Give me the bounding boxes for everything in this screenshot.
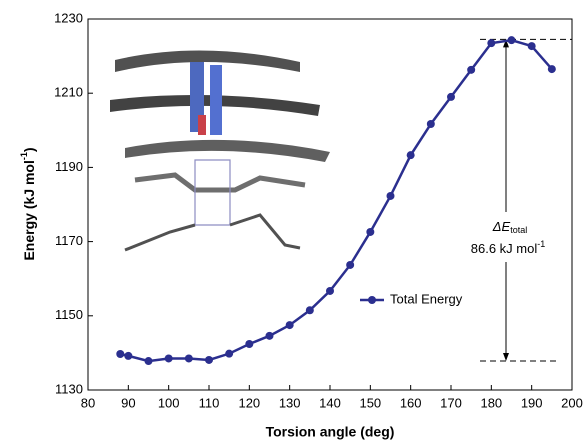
data-point [528, 42, 536, 50]
legend-label: Total Energy [390, 291, 463, 306]
data-point [467, 66, 475, 74]
x-tick-label: 130 [279, 395, 301, 410]
y-tick-label: 1230 [54, 10, 83, 25]
annotation: 86.6 kJ mol-1 [471, 239, 546, 256]
y-tick-label: 1130 [55, 381, 83, 396]
data-point [165, 354, 173, 362]
y-tick-label: 1190 [55, 159, 83, 174]
x-tick-label: 190 [521, 395, 543, 410]
plot-frame [88, 19, 572, 390]
x-tick-label: 110 [199, 395, 220, 410]
y-tick-label: 1150 [55, 307, 83, 322]
data-point [508, 36, 516, 44]
data-point [185, 354, 193, 362]
arrow-head [503, 353, 509, 361]
x-tick-label: 90 [121, 395, 135, 410]
series-line [120, 40, 552, 361]
x-tick-label: 150 [359, 395, 381, 410]
x-tick-label: 140 [319, 395, 341, 410]
data-point [326, 287, 334, 295]
molecule-stack [198, 115, 206, 135]
data-point [387, 192, 395, 200]
y-axis-title-part: Energy (kJ mol [21, 160, 37, 260]
annotation-sub: total [510, 225, 527, 235]
data-point [548, 65, 556, 73]
annotation-part: ΔE [492, 219, 511, 234]
molecule-bonds [125, 215, 300, 250]
y-axis-title-part: ) [21, 147, 37, 152]
x-tick-label: 100 [158, 395, 180, 410]
x-tick-label: 180 [480, 395, 502, 410]
molecule-inset [110, 50, 330, 250]
molecule-bonds [135, 175, 305, 190]
y-axis-title: Energy (kJ mol-1) [19, 147, 36, 260]
y-axis-title-sup: -1 [19, 152, 29, 160]
x-axis-title: Torsion angle (deg) [266, 424, 395, 440]
x-tick-label: 170 [440, 395, 462, 410]
data-point [124, 352, 132, 360]
annotation-sup: -1 [537, 239, 545, 249]
data-point [487, 39, 495, 47]
chart: Torsion angle (deg) Energy (kJ mol-1) ΔE… [0, 0, 585, 443]
data-point [205, 356, 213, 364]
y-tick-label: 1210 [54, 85, 83, 100]
x-tick-label: 160 [400, 395, 422, 410]
legend-marker [368, 296, 376, 304]
x-tick-label: 120 [238, 395, 260, 410]
data-point [245, 340, 253, 348]
data-point [286, 321, 294, 329]
annotation: ΔEtotal [492, 219, 527, 235]
data-point [366, 228, 374, 236]
data-point [427, 120, 435, 128]
annotation-part: 86.6 kJ mol [471, 241, 538, 256]
y-tick-label: 1170 [55, 233, 83, 248]
data-point [447, 93, 455, 101]
data-point [306, 306, 314, 314]
data-point [116, 350, 124, 358]
x-tick-label: 80 [81, 395, 95, 410]
data-point [346, 261, 354, 269]
data-point [266, 332, 274, 340]
data-point [225, 350, 233, 358]
data-point [145, 357, 153, 365]
molecule-layer [125, 140, 330, 162]
x-tick-label: 200 [561, 395, 583, 410]
molecule-stack [210, 65, 222, 135]
molecule-layer [115, 50, 300, 72]
data-point [407, 151, 415, 159]
